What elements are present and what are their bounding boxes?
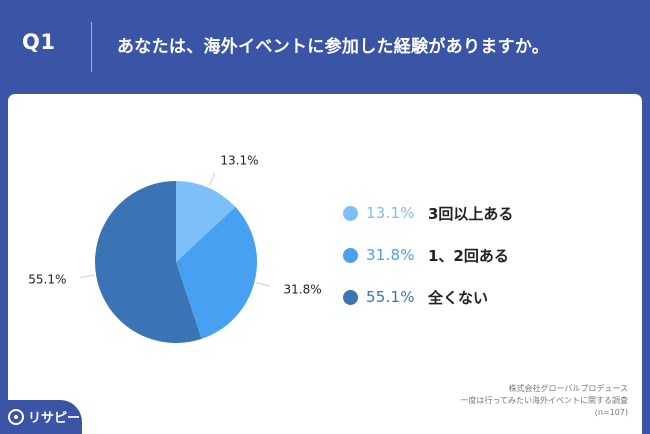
brand-logo: リサピー [8, 407, 80, 426]
leader-line [256, 282, 271, 287]
legend-dot [343, 247, 358, 263]
legend-item: 31.8% 1、2回ある [343, 244, 603, 266]
legend-percent: 13.1% [366, 204, 415, 222]
legend: 13.1% 3回以上ある 31.8% 1、2回ある 55.1% 全くない [343, 202, 603, 328]
legend-percent: 31.8% [366, 246, 415, 264]
legend-label: 3回以上ある [428, 204, 514, 223]
legend-item: 13.1% 3回以上ある [343, 202, 603, 224]
header: Q1 あなたは、海外イベントに参加した経験がありますか。 [0, 0, 650, 94]
pie-value-labels: 13.1% 31.8% 55.1% [28, 153, 321, 296]
legend-item: 55.1% 全くない [343, 286, 603, 308]
pie-leader-lines [80, 172, 271, 287]
legend-label: 全くない [428, 288, 489, 307]
legend-dot [343, 205, 358, 221]
pie-value-label: 13.1% [220, 153, 258, 167]
source-sample-size: (n=107) [594, 408, 628, 417]
question-text: あなたは、海外イベントに参加した経験がありますか。 [117, 37, 550, 57]
leader-line [208, 172, 216, 187]
speech-bubble-icon [8, 408, 24, 425]
question-number: Q1 [22, 30, 56, 54]
legend-percent: 55.1% [366, 288, 415, 306]
pie-value-label: 31.8% [284, 283, 322, 297]
pie-slice [176, 181, 236, 262]
brand-logo-text: リサピー [28, 411, 81, 426]
pie-slice [176, 206, 257, 339]
source-company: 株式会社グローバルプロデュース [508, 384, 628, 393]
legend-dot [343, 289, 358, 305]
source-survey: 一度は行ってみたい海外イベントに関する調査 [460, 396, 628, 405]
header-divider [91, 22, 92, 72]
leader-line [80, 274, 95, 278]
pie-slice [95, 181, 202, 343]
source-note: 株式会社グローバルプロデュース 一度は行ってみたい海外イベントに関する調査 (n… [460, 383, 628, 419]
pie-value-label: 55.1% [28, 273, 66, 287]
legend-label: 1、2回ある [428, 246, 509, 265]
pie-slices [95, 181, 257, 343]
